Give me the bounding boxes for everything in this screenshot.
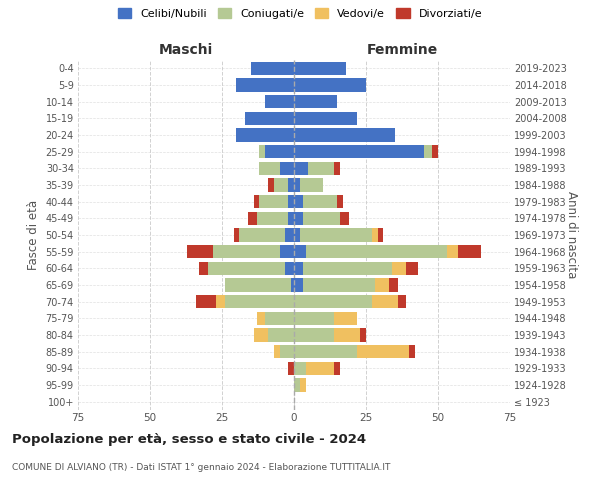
Bar bbox=[225, 295, 294, 308]
Bar bbox=[254, 328, 268, 342]
Bar bbox=[291, 278, 294, 291]
Bar bbox=[294, 378, 300, 392]
Bar bbox=[294, 162, 308, 175]
Bar bbox=[280, 245, 294, 258]
Bar bbox=[245, 112, 294, 125]
Bar bbox=[374, 278, 389, 291]
Bar bbox=[334, 162, 340, 175]
Bar bbox=[302, 212, 340, 225]
Bar bbox=[294, 195, 302, 208]
Bar bbox=[199, 262, 208, 275]
Bar bbox=[187, 245, 214, 258]
Bar bbox=[360, 328, 366, 342]
Bar bbox=[259, 195, 288, 208]
Bar bbox=[286, 262, 294, 275]
Bar bbox=[259, 145, 265, 158]
Bar bbox=[274, 345, 280, 358]
Bar bbox=[300, 228, 372, 241]
Bar bbox=[208, 262, 286, 275]
Bar bbox=[305, 362, 334, 375]
Bar bbox=[294, 62, 346, 75]
Bar bbox=[409, 345, 415, 358]
Bar bbox=[294, 95, 337, 108]
Bar bbox=[257, 212, 288, 225]
Bar bbox=[358, 345, 409, 358]
Bar bbox=[294, 78, 366, 92]
Bar bbox=[288, 195, 294, 208]
Bar bbox=[280, 162, 294, 175]
Bar bbox=[302, 278, 374, 291]
Bar bbox=[294, 312, 334, 325]
Bar bbox=[268, 328, 294, 342]
Bar bbox=[254, 195, 259, 208]
Bar bbox=[251, 62, 294, 75]
Legend: Celibi/Nubili, Coniugati/e, Vedovi/e, Divorziati/e: Celibi/Nubili, Coniugati/e, Vedovi/e, Di… bbox=[118, 8, 482, 19]
Bar bbox=[305, 245, 446, 258]
Bar bbox=[265, 95, 294, 108]
Bar bbox=[308, 162, 334, 175]
Bar bbox=[225, 278, 291, 291]
Bar bbox=[302, 262, 392, 275]
Bar bbox=[257, 312, 265, 325]
Bar bbox=[236, 128, 294, 141]
Bar bbox=[334, 362, 340, 375]
Bar bbox=[196, 295, 216, 308]
Bar bbox=[458, 245, 481, 258]
Bar bbox=[288, 362, 294, 375]
Bar bbox=[424, 145, 432, 158]
Bar bbox=[233, 228, 239, 241]
Bar bbox=[302, 195, 337, 208]
Bar bbox=[280, 345, 294, 358]
Bar bbox=[288, 212, 294, 225]
Bar bbox=[294, 128, 395, 141]
Bar bbox=[294, 295, 372, 308]
Bar bbox=[294, 328, 334, 342]
Bar bbox=[294, 278, 302, 291]
Bar bbox=[216, 295, 225, 308]
Text: Femmine: Femmine bbox=[367, 42, 437, 56]
Bar bbox=[398, 295, 406, 308]
Bar bbox=[340, 212, 349, 225]
Bar bbox=[259, 162, 280, 175]
Bar bbox=[239, 228, 286, 241]
Text: Popolazione per età, sesso e stato civile - 2024: Popolazione per età, sesso e stato civil… bbox=[12, 432, 366, 446]
Bar bbox=[248, 212, 257, 225]
Bar bbox=[294, 145, 424, 158]
Bar bbox=[294, 245, 305, 258]
Bar bbox=[265, 312, 294, 325]
Bar bbox=[389, 278, 398, 291]
Bar bbox=[372, 295, 398, 308]
Bar bbox=[372, 228, 377, 241]
Bar bbox=[268, 178, 274, 192]
Bar bbox=[294, 345, 358, 358]
Bar bbox=[337, 195, 343, 208]
Text: Maschi: Maschi bbox=[159, 42, 213, 56]
Bar bbox=[406, 262, 418, 275]
Bar bbox=[294, 178, 300, 192]
Bar bbox=[214, 245, 280, 258]
Y-axis label: Fasce di età: Fasce di età bbox=[27, 200, 40, 270]
Bar bbox=[432, 145, 438, 158]
Y-axis label: Anni di nascita: Anni di nascita bbox=[565, 192, 578, 278]
Bar bbox=[392, 262, 406, 275]
Bar bbox=[286, 228, 294, 241]
Text: COMUNE DI ALVIANO (TR) - Dati ISTAT 1° gennaio 2024 - Elaborazione TUTTITALIA.IT: COMUNE DI ALVIANO (TR) - Dati ISTAT 1° g… bbox=[12, 462, 391, 471]
Bar bbox=[236, 78, 294, 92]
Bar bbox=[294, 362, 305, 375]
Bar bbox=[377, 228, 383, 241]
Bar bbox=[274, 178, 288, 192]
Bar bbox=[334, 312, 358, 325]
Bar bbox=[294, 112, 358, 125]
Bar bbox=[334, 328, 360, 342]
Bar bbox=[294, 262, 302, 275]
Bar bbox=[265, 145, 294, 158]
Bar bbox=[446, 245, 458, 258]
Bar bbox=[288, 178, 294, 192]
Bar bbox=[300, 378, 305, 392]
Bar bbox=[294, 228, 300, 241]
Bar bbox=[300, 178, 323, 192]
Bar bbox=[294, 212, 302, 225]
